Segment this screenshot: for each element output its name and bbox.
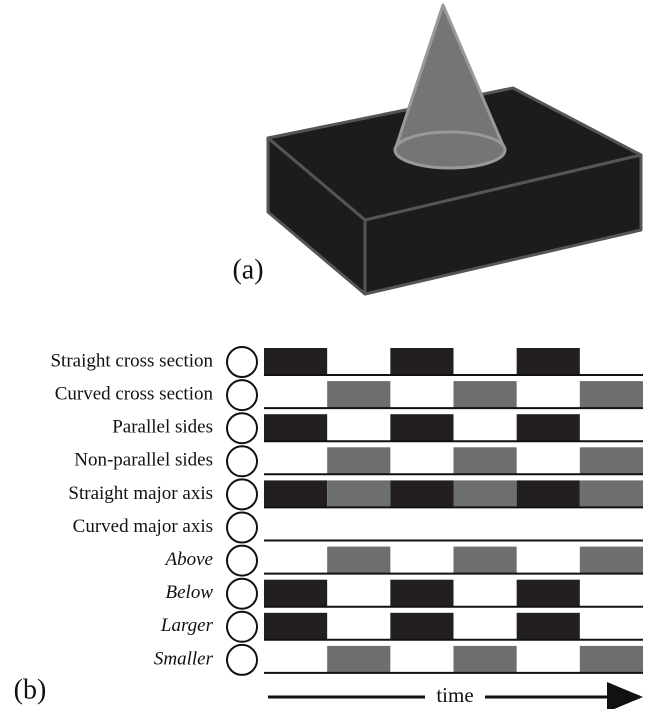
- row-label: Curved major axis: [73, 516, 213, 537]
- indicator-circle: [227, 513, 257, 543]
- state-block: [390, 414, 453, 441]
- time-label: time: [436, 683, 473, 707]
- state-block: [580, 447, 643, 474]
- state-block: [454, 381, 517, 408]
- row-label: Curved cross section: [55, 383, 214, 404]
- row-label: Smaller: [154, 648, 214, 669]
- indicator-circle: [227, 579, 257, 609]
- state-block: [517, 414, 580, 441]
- state-block: [390, 480, 453, 507]
- row-label: Non-parallel sides: [74, 450, 213, 471]
- state-block: [580, 381, 643, 408]
- state-block: [517, 348, 580, 375]
- state-block: [327, 447, 390, 474]
- indicator-circle: [227, 612, 257, 642]
- state-block: [264, 414, 327, 441]
- indicator-circle: [227, 380, 257, 410]
- state-block: [264, 480, 327, 507]
- state-block: [454, 480, 517, 507]
- state-block: [327, 547, 390, 574]
- state-block: [580, 480, 643, 507]
- panel-label: (a): [232, 254, 263, 285]
- row-label: Parallel sides: [112, 417, 213, 438]
- state-block: [517, 580, 580, 607]
- box-illustration: [268, 5, 641, 294]
- state-block: [390, 580, 453, 607]
- indicator-circle: [227, 645, 257, 675]
- state-block: [454, 646, 517, 673]
- indicator-circle: [227, 479, 257, 509]
- state-block: [390, 613, 453, 640]
- state-block: [264, 580, 327, 607]
- state-block: [580, 547, 643, 574]
- state-block: [517, 480, 580, 507]
- indicator-circle: [227, 546, 257, 576]
- state-block: [264, 613, 327, 640]
- state-block: [517, 613, 580, 640]
- state-block: [454, 447, 517, 474]
- state-block: [327, 646, 390, 673]
- state-block: [264, 348, 327, 375]
- indicator-circle: [227, 413, 257, 443]
- state-block: [390, 348, 453, 375]
- indicator-circle: [227, 446, 257, 476]
- row-label: Straight cross section: [50, 350, 213, 371]
- row-label: Larger: [160, 615, 214, 636]
- state-block: [327, 381, 390, 408]
- row-label: Below: [166, 582, 214, 603]
- indicator-circle: [227, 347, 257, 377]
- panel-label: (b): [14, 674, 47, 705]
- state-block: [580, 646, 643, 673]
- state-block: [327, 480, 390, 507]
- row-label: Straight major axis: [68, 483, 213, 504]
- figure: (a) (b) time Straight cross section Curve…: [0, 0, 646, 709]
- row-label: Above: [164, 549, 213, 570]
- state-block: [454, 547, 517, 574]
